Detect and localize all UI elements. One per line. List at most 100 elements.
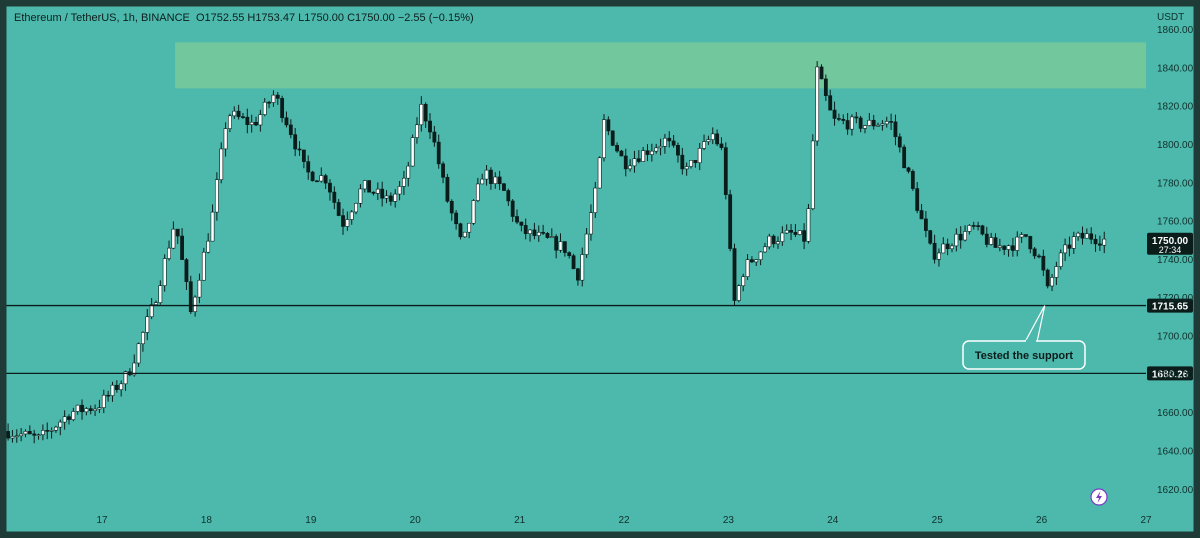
candle-body (1002, 245, 1007, 250)
bearish-candle (723, 142, 728, 200)
bullish-candle (462, 231, 467, 238)
candle-body (828, 95, 833, 111)
bullish-candle (384, 190, 389, 204)
candle-body (214, 179, 219, 213)
candle-body (693, 160, 698, 164)
candle-body (989, 237, 994, 245)
candle-body (145, 316, 150, 333)
bullish-candle (797, 230, 802, 236)
candle-body (867, 119, 872, 126)
bearish-candle (502, 182, 506, 191)
candle-body (232, 110, 237, 117)
candle-body (14, 435, 19, 438)
bearish-candle (332, 186, 337, 210)
candle-body (493, 176, 498, 184)
bearish-candle (428, 113, 432, 139)
bullish-candle (1076, 231, 1081, 241)
bullish-candle (937, 248, 941, 267)
candle-body (349, 211, 354, 220)
candle-body (228, 115, 232, 129)
bullish-candle (415, 117, 419, 144)
candle-body (288, 124, 293, 135)
bearish-candle (889, 113, 894, 131)
bearish-candle (893, 114, 898, 146)
bullish-candle (702, 134, 706, 151)
candle-body (323, 175, 328, 184)
bearish-candle (693, 160, 698, 168)
candle-body (19, 433, 24, 437)
candle-body (797, 230, 802, 235)
candle-body (667, 137, 672, 142)
candle-body (1076, 232, 1081, 237)
candle-body (258, 114, 263, 126)
price-axis[interactable]: USDT 1620.00 1640.00 1660.00 1680.00 1700.00 1… (1147, 12, 1194, 496)
bearish-candle (380, 181, 385, 207)
candle-body (923, 218, 928, 231)
time-axis[interactable]: 17 18 19 20 21 22 23 24 25 26 27 (96, 515, 1152, 526)
price-tick-label: 1700.00 (1157, 332, 1194, 343)
bearish-candle (367, 180, 372, 193)
candle-body (597, 157, 602, 189)
bullish-candle (406, 161, 411, 187)
bullish-candle (706, 135, 711, 145)
candle-body (136, 343, 141, 364)
candle-body (415, 124, 419, 138)
price-axis-background (1146, 6, 1194, 508)
candle-body (319, 175, 324, 182)
bearish-candle (1093, 234, 1098, 252)
candle-body (571, 255, 576, 270)
bearish-candle (971, 221, 976, 230)
candle-body (1102, 238, 1107, 246)
candle-body (445, 176, 450, 202)
candle-body (619, 150, 624, 157)
bearish-candle (284, 111, 289, 128)
bullish-candle (528, 229, 532, 242)
candle-body (384, 195, 389, 199)
candle-body (628, 165, 633, 170)
bearish-candle (1067, 236, 1072, 257)
candle-body (328, 182, 332, 193)
bullish-candle (149, 298, 154, 320)
candle-body (854, 116, 859, 119)
bearish-candle (1045, 268, 1050, 289)
plot-background (6, 6, 1146, 508)
bearish-candle (980, 224, 985, 236)
candle-body (367, 180, 372, 193)
candle-body (906, 167, 911, 172)
bullish-candle (219, 142, 224, 184)
candle-body (54, 426, 58, 431)
bearish-candle (1024, 234, 1028, 238)
candle-body (341, 215, 345, 227)
bearish-candle (267, 100, 271, 109)
time-tick-label: 17 (96, 515, 108, 526)
bearish-candle (854, 111, 859, 124)
candle-body (541, 231, 546, 234)
candle-body (515, 216, 519, 223)
candle-body (915, 188, 920, 211)
bullish-candle (876, 122, 880, 127)
resistance-zone (175, 42, 1147, 89)
candle-body (632, 158, 637, 167)
symbol-header[interactable]: Ethereum / TetherUS, 1h, BINANCE O1752.5… (14, 12, 474, 24)
candle-body (876, 124, 880, 127)
bearish-candle (919, 203, 924, 220)
candle-body (171, 228, 176, 249)
candle-body (615, 145, 619, 152)
bullish-candle (171, 221, 176, 250)
candle-body (388, 195, 393, 202)
bearish-candle (610, 130, 615, 147)
bullish-candle (258, 109, 263, 132)
bullish-candle (110, 381, 115, 402)
bullish-candle (763, 242, 767, 253)
bearish-candle (619, 149, 624, 157)
candle-body (1067, 244, 1072, 249)
bearish-candle (423, 102, 428, 128)
candle-body (654, 147, 659, 152)
lightning-icon[interactable] (1090, 488, 1108, 506)
bearish-candle (671, 134, 676, 148)
bullish-candle (58, 419, 63, 436)
candle-body (210, 211, 215, 242)
candle-body (197, 279, 202, 298)
bullish-candle (584, 227, 589, 258)
time-tick-label: 27 (1140, 515, 1152, 526)
